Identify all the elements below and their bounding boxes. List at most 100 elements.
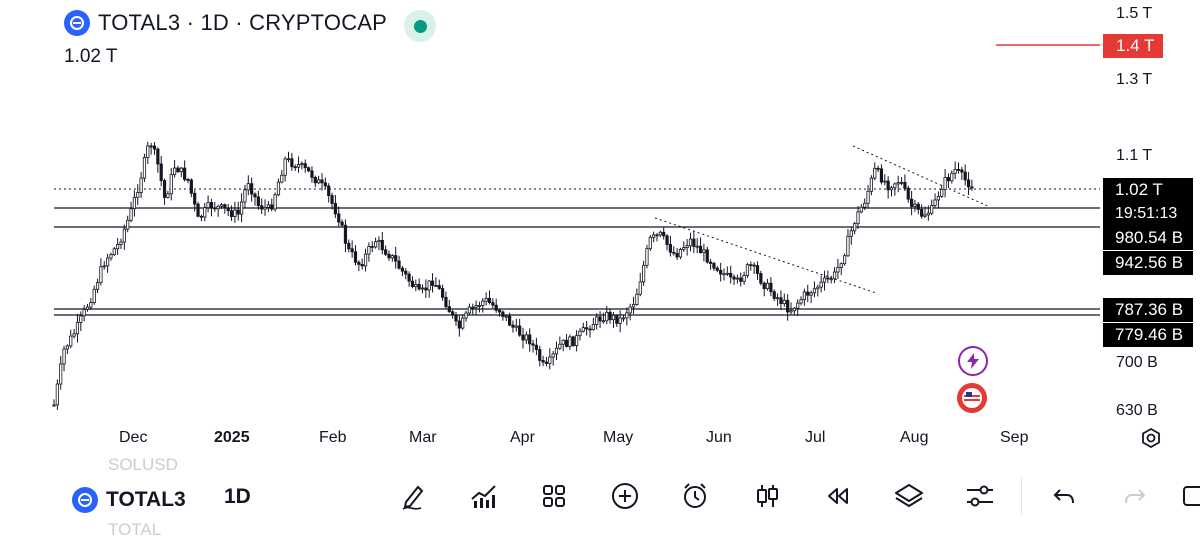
candle-body	[219, 204, 224, 207]
candle-body	[742, 275, 746, 282]
add-button[interactable]	[607, 478, 643, 514]
candle-body	[330, 195, 334, 204]
alert-price-label[interactable]: 1.4 T	[1103, 34, 1163, 58]
candle-body	[715, 267, 719, 271]
candle-body	[310, 170, 314, 178]
candle-body	[558, 343, 562, 349]
trendline	[654, 217, 877, 294]
candle-body	[611, 314, 616, 321]
replay-button[interactable]	[820, 478, 856, 514]
candle-body	[464, 312, 468, 319]
candle-body	[511, 324, 515, 328]
us-economic-event-icon[interactable]	[957, 383, 987, 413]
candle-body	[531, 343, 535, 346]
candle-body	[769, 282, 773, 293]
chart-settings-icon[interactable]	[1140, 427, 1162, 454]
candle-body	[896, 182, 900, 185]
candle-body	[960, 169, 964, 173]
candle-body	[846, 235, 850, 257]
candle-body	[521, 334, 525, 341]
candle-body	[668, 244, 673, 253]
candle-body	[122, 228, 126, 243]
candle-body	[595, 316, 599, 325]
candle-body	[444, 296, 448, 308]
drawing-tool-button[interactable]	[396, 478, 432, 514]
candle-body	[266, 204, 271, 208]
price-chart[interactable]	[0, 0, 1200, 458]
settings-button[interactable]	[962, 478, 998, 514]
candle-body	[762, 282, 766, 290]
candle-body	[826, 277, 830, 280]
candle-body	[380, 239, 384, 251]
lightning-event-icon[interactable]	[958, 346, 988, 376]
redo-button[interactable]	[1117, 478, 1153, 514]
candle-body	[186, 179, 190, 181]
candle-body	[360, 264, 364, 267]
undo-button[interactable]	[1046, 478, 1082, 514]
market-status-icon[interactable]	[404, 10, 436, 42]
candle-body	[571, 336, 575, 346]
toolbar-divider	[1021, 478, 1022, 514]
candle-body	[260, 205, 264, 210]
candle-body	[474, 305, 478, 308]
candle-body	[223, 204, 227, 209]
candle-body	[102, 265, 106, 268]
candle-body	[427, 280, 431, 291]
candle-body	[313, 176, 317, 184]
candle-body	[883, 180, 887, 183]
candle-body	[591, 324, 595, 330]
candle-body	[85, 306, 90, 310]
time-label: Mar	[409, 429, 437, 446]
symbol-title[interactable]: TOTAL3 · 1D · CRYPTOCAP	[98, 10, 388, 35]
candle-body	[126, 219, 130, 230]
candle-body	[776, 297, 780, 300]
candle-body	[725, 272, 729, 275]
candle-body	[400, 267, 405, 272]
candle-body	[752, 264, 756, 267]
interval-selector[interactable]: 1D	[224, 485, 251, 508]
candle-body	[434, 285, 438, 287]
object-tree-button[interactable]	[891, 478, 927, 514]
candle-body	[407, 273, 411, 282]
candle-body	[286, 158, 291, 161]
candle-body	[109, 254, 113, 259]
candle-body	[142, 157, 147, 179]
alert-button[interactable]	[677, 478, 713, 514]
candle-body	[256, 196, 260, 207]
candle-body	[494, 304, 498, 311]
symbol-selector-label: TOTAL3	[106, 488, 186, 511]
symbol-selector[interactable]: TOTAL3	[72, 487, 186, 513]
candle-body	[836, 267, 840, 273]
candle-body	[52, 404, 56, 407]
layouts-icon	[543, 485, 565, 507]
time-label: Jul	[805, 429, 826, 446]
candle-body	[136, 192, 140, 198]
candle-body	[936, 195, 941, 201]
chart-header[interactable]: TOTAL3 · 1D · CRYPTOCAP	[64, 10, 387, 36]
candle-body	[678, 248, 683, 258]
more-button[interactable]	[1180, 478, 1200, 514]
candle-body	[226, 207, 230, 212]
candle-body	[759, 273, 763, 284]
candle-body	[940, 189, 944, 197]
candle-body	[55, 383, 59, 406]
layouts-button[interactable]	[536, 478, 572, 514]
candle-body	[685, 245, 689, 248]
time-label: Feb	[319, 429, 347, 446]
candle-body	[856, 211, 860, 225]
level-label: 787.36 B	[1103, 298, 1193, 322]
candle-body	[112, 248, 116, 256]
candle-body	[350, 248, 354, 253]
candle-body	[203, 207, 207, 218]
candle-body	[618, 317, 622, 324]
candle-body	[920, 209, 924, 217]
current-value: 1.02 T	[64, 46, 118, 67]
candle-body	[169, 174, 173, 195]
indicators-button[interactable]	[466, 478, 502, 514]
time-label: Aug	[900, 429, 929, 446]
candle-body	[437, 285, 441, 289]
chart-type-button[interactable]	[749, 478, 785, 514]
candle-body	[504, 315, 508, 318]
candle-body	[293, 166, 297, 169]
candle-body	[162, 180, 167, 198]
